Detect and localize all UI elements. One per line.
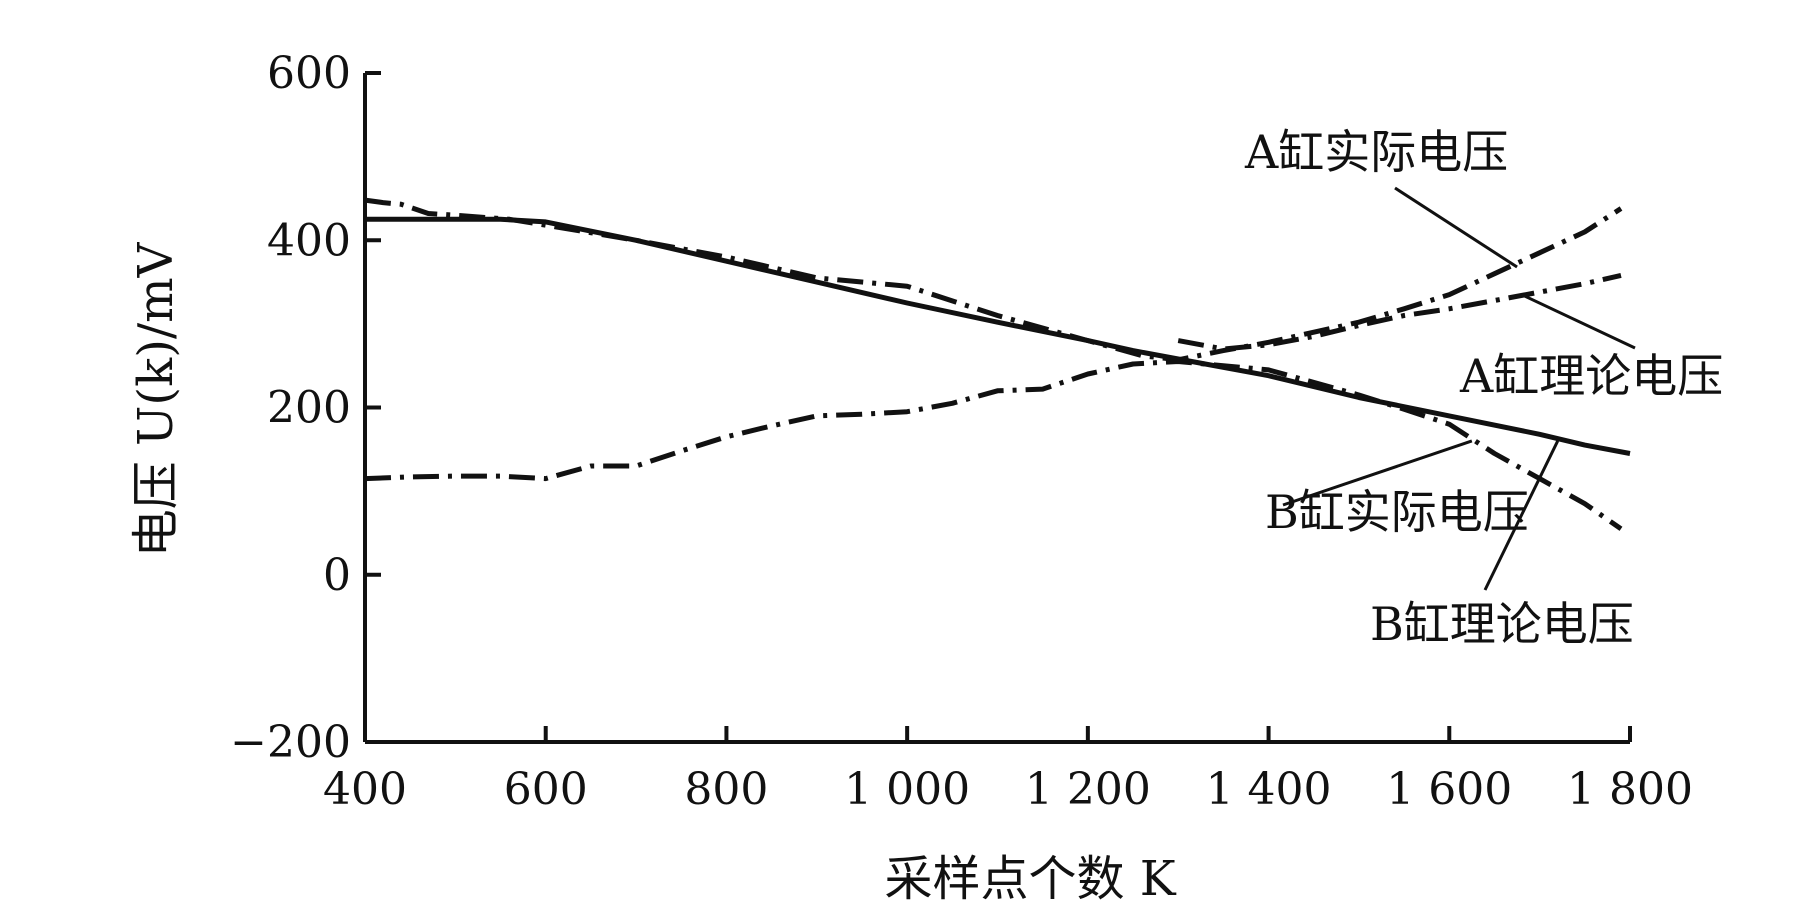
- y-axis-title: 电压 U(k)/mV: [128, 241, 184, 557]
- x-axis-title: 采样点个数 K: [884, 851, 1176, 907]
- callout-layer: A缸实际电压 A缸理论电压 B缸实际电压 B缸理论电压: [1244, 125, 1723, 651]
- callout-leader-line: [1394, 186, 1518, 269]
- series-line-3: [364, 359, 1623, 531]
- x-tick-label: 1 800: [1567, 764, 1693, 815]
- series-line-2: [365, 216, 1631, 456]
- y-tick-label: 400: [267, 215, 351, 266]
- y-tick-label: 200: [267, 383, 351, 434]
- series-layer: [364, 197, 1631, 531]
- callout-leader-line: [1520, 293, 1636, 350]
- x-tick-label: 1 600: [1386, 764, 1512, 815]
- series-line-4: [1177, 272, 1622, 352]
- x-tick-label: 1 000: [844, 764, 970, 815]
- callout-label: B缸理论电压: [1370, 597, 1634, 651]
- callout-label: A缸理论电压: [1459, 349, 1723, 403]
- x-tick-label: 400: [323, 764, 407, 815]
- x-tick-label: 1 400: [1206, 764, 1332, 815]
- x-tick-label: 800: [684, 764, 768, 815]
- callout-label: B缸实际电压: [1265, 485, 1529, 539]
- y-tick-label: 600: [267, 48, 351, 99]
- callout-leader-line: [1282, 439, 1473, 507]
- callout-leader-line: [1483, 440, 1560, 591]
- y-tick-label: 0: [323, 550, 351, 601]
- callout-label: A缸实际电压: [1244, 125, 1508, 179]
- y-tick-label: −200: [230, 717, 351, 768]
- x-tick-label: 600: [504, 764, 588, 815]
- x-tick-label: 1 200: [1025, 764, 1151, 815]
